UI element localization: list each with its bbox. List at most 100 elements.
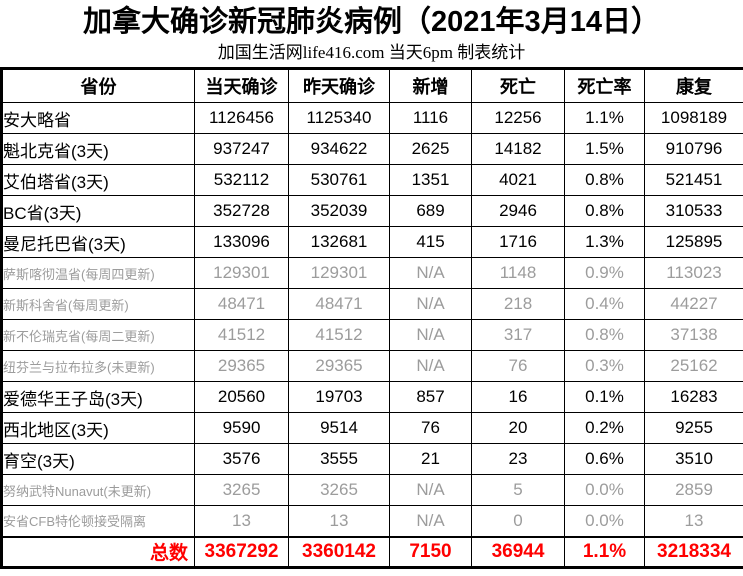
today-cell: 937247 [195, 134, 289, 165]
recovered-cell: 3510 [645, 444, 743, 475]
recovered-cell: 25162 [645, 351, 743, 382]
yesterday-cell: 352039 [289, 196, 390, 227]
today-cell: 3576 [195, 444, 289, 475]
province-cell: 爱德华王子岛(3天) [2, 382, 195, 413]
new_cases-cell: N/A [390, 351, 472, 382]
recovered-cell: 1098189 [645, 103, 743, 134]
column-header-deaths: 死亡 [472, 69, 565, 103]
death_rate-cell: 0.0% [565, 506, 645, 537]
header-row: 省份当天确诊昨天确诊新增死亡死亡率康复 [2, 69, 743, 103]
new_cases-cell: 689 [390, 196, 472, 227]
province-cell: 艾伯塔省(3天) [2, 165, 195, 196]
column-header-recovered: 康复 [645, 69, 743, 103]
province-cell: 纽芬兰与拉布拉多(未更新) [2, 351, 195, 382]
yesterday-cell: 41512 [289, 320, 390, 351]
province-cell: BC省(3天) [2, 196, 195, 227]
deaths-cell: 2946 [472, 196, 565, 227]
death_rate-cell: 0.8% [565, 196, 645, 227]
death_rate-cell: 0.2% [565, 413, 645, 444]
new_cases-cell: 415 [390, 227, 472, 258]
province-cell: 安大略省 [2, 103, 195, 134]
recovered-cell: 13 [645, 506, 743, 537]
new_cases-cell: 7150 [390, 537, 472, 568]
death_rate-cell: 0.6% [565, 444, 645, 475]
deaths-cell: 12256 [472, 103, 565, 134]
deaths-cell: 5 [472, 475, 565, 506]
province-cell: 萨斯喀彻温省(每周四更新) [2, 258, 195, 289]
yesterday-cell: 19703 [289, 382, 390, 413]
yesterday-cell: 1125340 [289, 103, 390, 134]
recovered-cell: 3218334 [645, 537, 743, 568]
deaths-cell: 76 [472, 351, 565, 382]
recovered-cell: 9255 [645, 413, 743, 444]
yesterday-cell: 934622 [289, 134, 390, 165]
province-cell: 曼尼托巴省(3天) [2, 227, 195, 258]
recovered-cell: 310533 [645, 196, 743, 227]
today-cell: 129301 [195, 258, 289, 289]
deaths-cell: 317 [472, 320, 565, 351]
deaths-cell: 0 [472, 506, 565, 537]
page-subtitle: 加国生活网life416.com 当天6pm 制表统计 [0, 42, 743, 64]
yesterday-cell: 129301 [289, 258, 390, 289]
yesterday-cell: 29365 [289, 351, 390, 382]
province-cell: 新斯科舍省(每周更新) [2, 289, 195, 320]
province-cell: 努纳武特Nunavut(未更新) [2, 475, 195, 506]
today-cell: 133096 [195, 227, 289, 258]
recovered-cell: 113023 [645, 258, 743, 289]
table-header: 省份当天确诊昨天确诊新增死亡死亡率康复 [2, 69, 743, 103]
new_cases-cell: N/A [390, 475, 472, 506]
death_rate-cell: 0.1% [565, 382, 645, 413]
yesterday-cell: 530761 [289, 165, 390, 196]
recovered-cell: 37138 [645, 320, 743, 351]
death_rate-cell: 0.3% [565, 351, 645, 382]
death_rate-cell: 0.0% [565, 475, 645, 506]
recovered-cell: 2859 [645, 475, 743, 506]
column-header-death_rate: 死亡率 [565, 69, 645, 103]
yesterday-cell: 48471 [289, 289, 390, 320]
province-cell: 魁北克省(3天) [2, 134, 195, 165]
today-cell: 9590 [195, 413, 289, 444]
death_rate-cell: 1.3% [565, 227, 645, 258]
today-cell: 48471 [195, 289, 289, 320]
today-cell: 532112 [195, 165, 289, 196]
deaths-cell: 23 [472, 444, 565, 475]
province-cell: 总数 [2, 537, 195, 568]
today-cell: 352728 [195, 196, 289, 227]
today-cell: 13 [195, 506, 289, 537]
province-cell: 新不伦瑞克省(每周二更新) [2, 320, 195, 351]
death_rate-cell: 0.9% [565, 258, 645, 289]
yesterday-cell: 9514 [289, 413, 390, 444]
death_rate-cell: 0.4% [565, 289, 645, 320]
deaths-cell: 1716 [472, 227, 565, 258]
new_cases-cell: 1116 [390, 103, 472, 134]
death_rate-cell: 0.8% [565, 320, 645, 351]
today-cell: 3265 [195, 475, 289, 506]
yesterday-cell: 3555 [289, 444, 390, 475]
today-cell: 29365 [195, 351, 289, 382]
new_cases-cell: 2625 [390, 134, 472, 165]
page-title: 加拿大确诊新冠肺炎病例（2021年3月14日） [0, 5, 743, 39]
deaths-cell: 16 [472, 382, 565, 413]
deaths-cell: 4021 [472, 165, 565, 196]
yesterday-cell: 13 [289, 506, 390, 537]
province-cell: 西北地区(3天) [2, 413, 195, 444]
deaths-cell: 14182 [472, 134, 565, 165]
yesterday-cell: 3265 [289, 475, 390, 506]
new_cases-cell: N/A [390, 289, 472, 320]
today-cell: 1126456 [195, 103, 289, 134]
death_rate-cell: 0.8% [565, 165, 645, 196]
recovered-cell: 16283 [645, 382, 743, 413]
